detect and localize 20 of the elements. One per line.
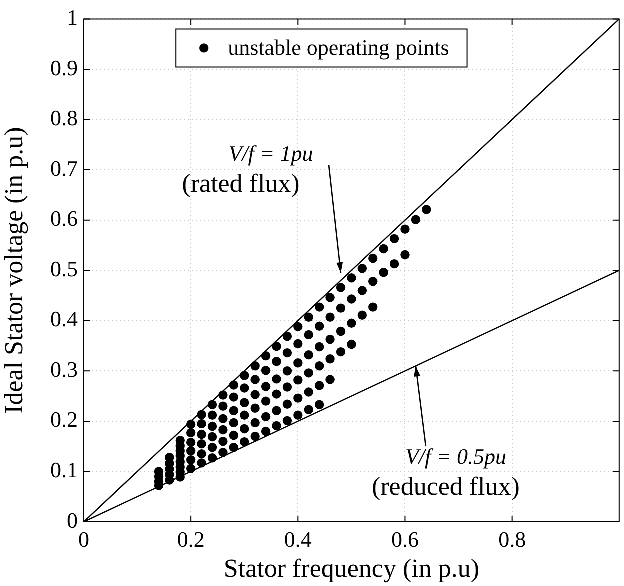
annotation: V/f = 1pu (rated flux) bbox=[182, 140, 314, 198]
y-tick-label: 0.5 bbox=[50, 256, 78, 282]
legend-label: unstable operating points bbox=[228, 34, 450, 60]
x-tick-label: 0.2 bbox=[177, 526, 205, 552]
y-tick-label: 0.7 bbox=[50, 156, 78, 181]
y-tick-label: 0.3 bbox=[50, 356, 78, 382]
y-tick-label: 0.2 bbox=[50, 407, 78, 432]
y-tick-label: 0.4 bbox=[50, 306, 78, 332]
y-tick-label: 0 bbox=[67, 508, 78, 533]
x-axis-title: Stator frequency (in p.u) bbox=[224, 554, 480, 584]
y-tick-label: 0.6 bbox=[50, 206, 78, 232]
annotation: V/f = 0.5pu (reduced flux) bbox=[372, 444, 520, 501]
x-tick-label: 0.8 bbox=[498, 526, 526, 552]
y-tick-label: 1 bbox=[67, 4, 78, 30]
y-axis-title: Ideal Stator voltage (in p.u) bbox=[0, 127, 28, 414]
y-tick-label: 0.1 bbox=[50, 458, 78, 482]
x-tick-label: 0.4 bbox=[284, 526, 312, 552]
x-tick-label: 0.6 bbox=[391, 526, 419, 552]
y-tick-label: 0.9 bbox=[50, 55, 78, 80]
y-tick-label: 0.8 bbox=[50, 106, 78, 131]
